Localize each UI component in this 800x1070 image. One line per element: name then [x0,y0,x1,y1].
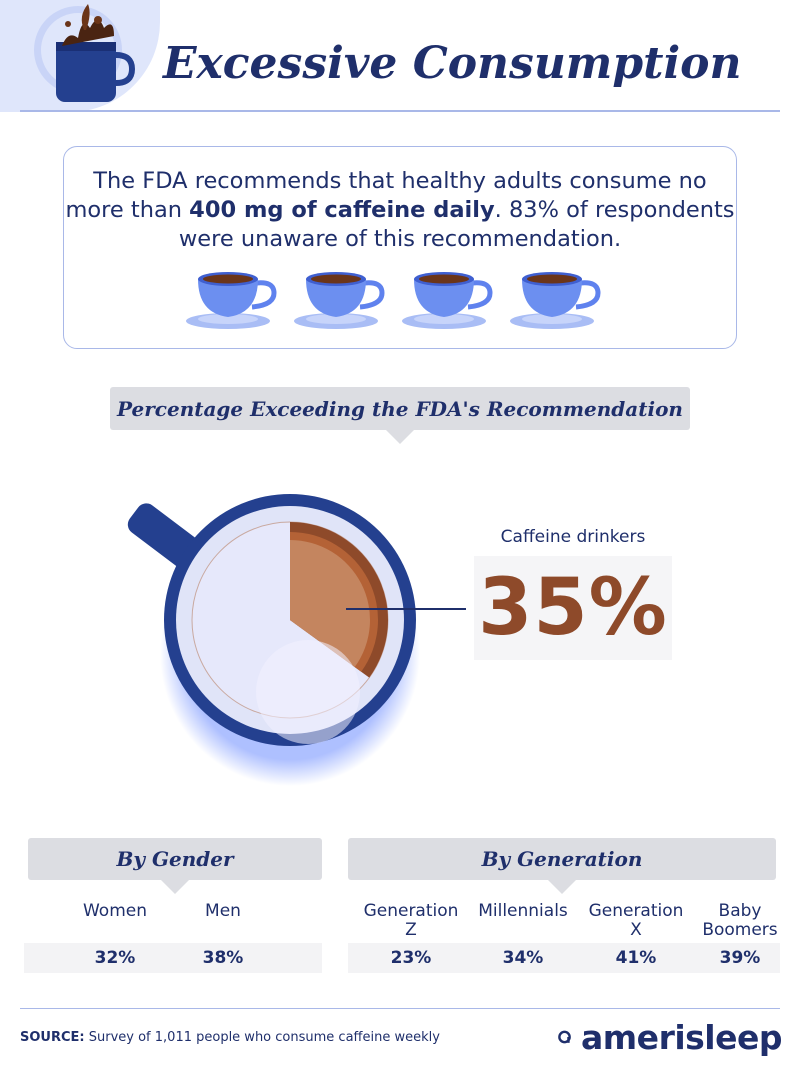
source-note: SOURCE: Survey of 1,011 people who consu… [20,1030,440,1045]
generation-category-boomers: Baby Boomers [702,901,778,940]
source-text: Survey of 1,011 people who consume caffe… [88,1030,440,1045]
gender-value-women: 32% [94,948,136,968]
info-box: The FDA recommends that healthy adults c… [63,146,737,349]
brand-logo: amerisleep [558,1015,782,1059]
generation-category-gen-x: Generation X [588,901,684,940]
callout-label: Caffeine drinkers [500,527,646,547]
pie-reflection [256,640,360,744]
brand-mark-icon [558,1030,571,1044]
cups-row [186,272,601,329]
generation-value-gen-x: 41% [615,948,657,968]
generation-value-boomers: 39% [719,948,761,968]
pie-chart [127,494,420,786]
callout-value: 35% [478,563,668,653]
gender-category-women: Women [82,901,147,921]
generation-banner: By Generation [348,838,776,894]
gender-category-men: Men [205,901,241,921]
gender-value-men: 38% [202,948,244,968]
info-text-bold: 400 mg of caffeine daily [189,197,495,223]
callout-leader-line [346,608,466,610]
coffee-cup-icon [510,272,601,329]
generation-category-millennials: Millennials [478,901,568,921]
generation-category-gen-z: Generation Z [363,901,459,940]
coffee-cup-icon [294,272,385,329]
info-text-start: The FDA recommends that healthy adults c… [65,168,707,223]
generation-value-millennials: 34% [502,948,544,968]
source-label: SOURCE: [20,1030,85,1045]
coffee-cup-icon [402,272,493,329]
brand-name: amerisleep [581,1017,782,1057]
gender-banner: By Gender [28,838,322,894]
coffee-cup-icon [186,272,277,329]
coffee-mug-splash-icon [34,4,136,102]
main-chart-banner: Percentage Exceeding the FDA's Recommend… [110,387,690,444]
footer-divider [20,1008,780,1009]
generation-value-row [348,943,780,973]
info-text: The FDA recommends that healthy adults c… [64,167,736,254]
callout-box: 35% [474,556,672,660]
generation-value-gen-z: 23% [390,948,432,968]
info-text-end: . 83% of respondents were unaware of thi… [178,197,735,252]
header-divider [20,110,780,112]
pie-slice-highlight [290,540,370,668]
gender-value-row [24,943,322,973]
page-title: Excessive Consumption [163,38,742,89]
